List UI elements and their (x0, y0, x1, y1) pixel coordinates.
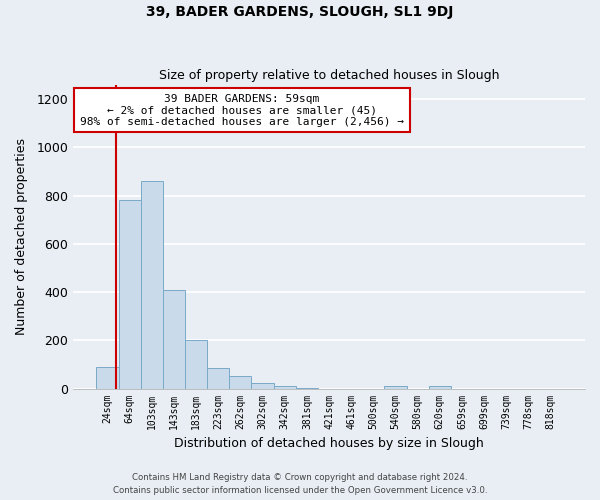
Title: Size of property relative to detached houses in Slough: Size of property relative to detached ho… (159, 69, 499, 82)
Bar (251, 383, 274, 388)
Bar (429, 386, 451, 388)
Text: 39, BADER GARDENS, SLOUGH, SL1 9DJ: 39, BADER GARDENS, SLOUGH, SL1 9DJ (146, 5, 454, 19)
Bar (119, 200, 140, 388)
Bar (274, 386, 296, 388)
Text: Contains HM Land Registry data © Crown copyright and database right 2024.
Contai: Contains HM Land Registry data © Crown c… (113, 473, 487, 495)
Bar (97, 367, 119, 388)
Bar (185, 340, 207, 388)
Bar (163, 290, 185, 388)
X-axis label: Distribution of detached houses by size in Slough: Distribution of detached houses by size … (174, 437, 484, 450)
Text: 39 BADER GARDENS: 59sqm
← 2% of detached houses are smaller (45)
98% of semi-det: 39 BADER GARDENS: 59sqm ← 2% of detached… (80, 94, 404, 127)
Y-axis label: Number of detached properties: Number of detached properties (15, 138, 28, 335)
Bar (229, 376, 251, 388)
Bar (385, 386, 407, 388)
Bar (207, 368, 229, 388)
Bar (140, 181, 163, 388)
